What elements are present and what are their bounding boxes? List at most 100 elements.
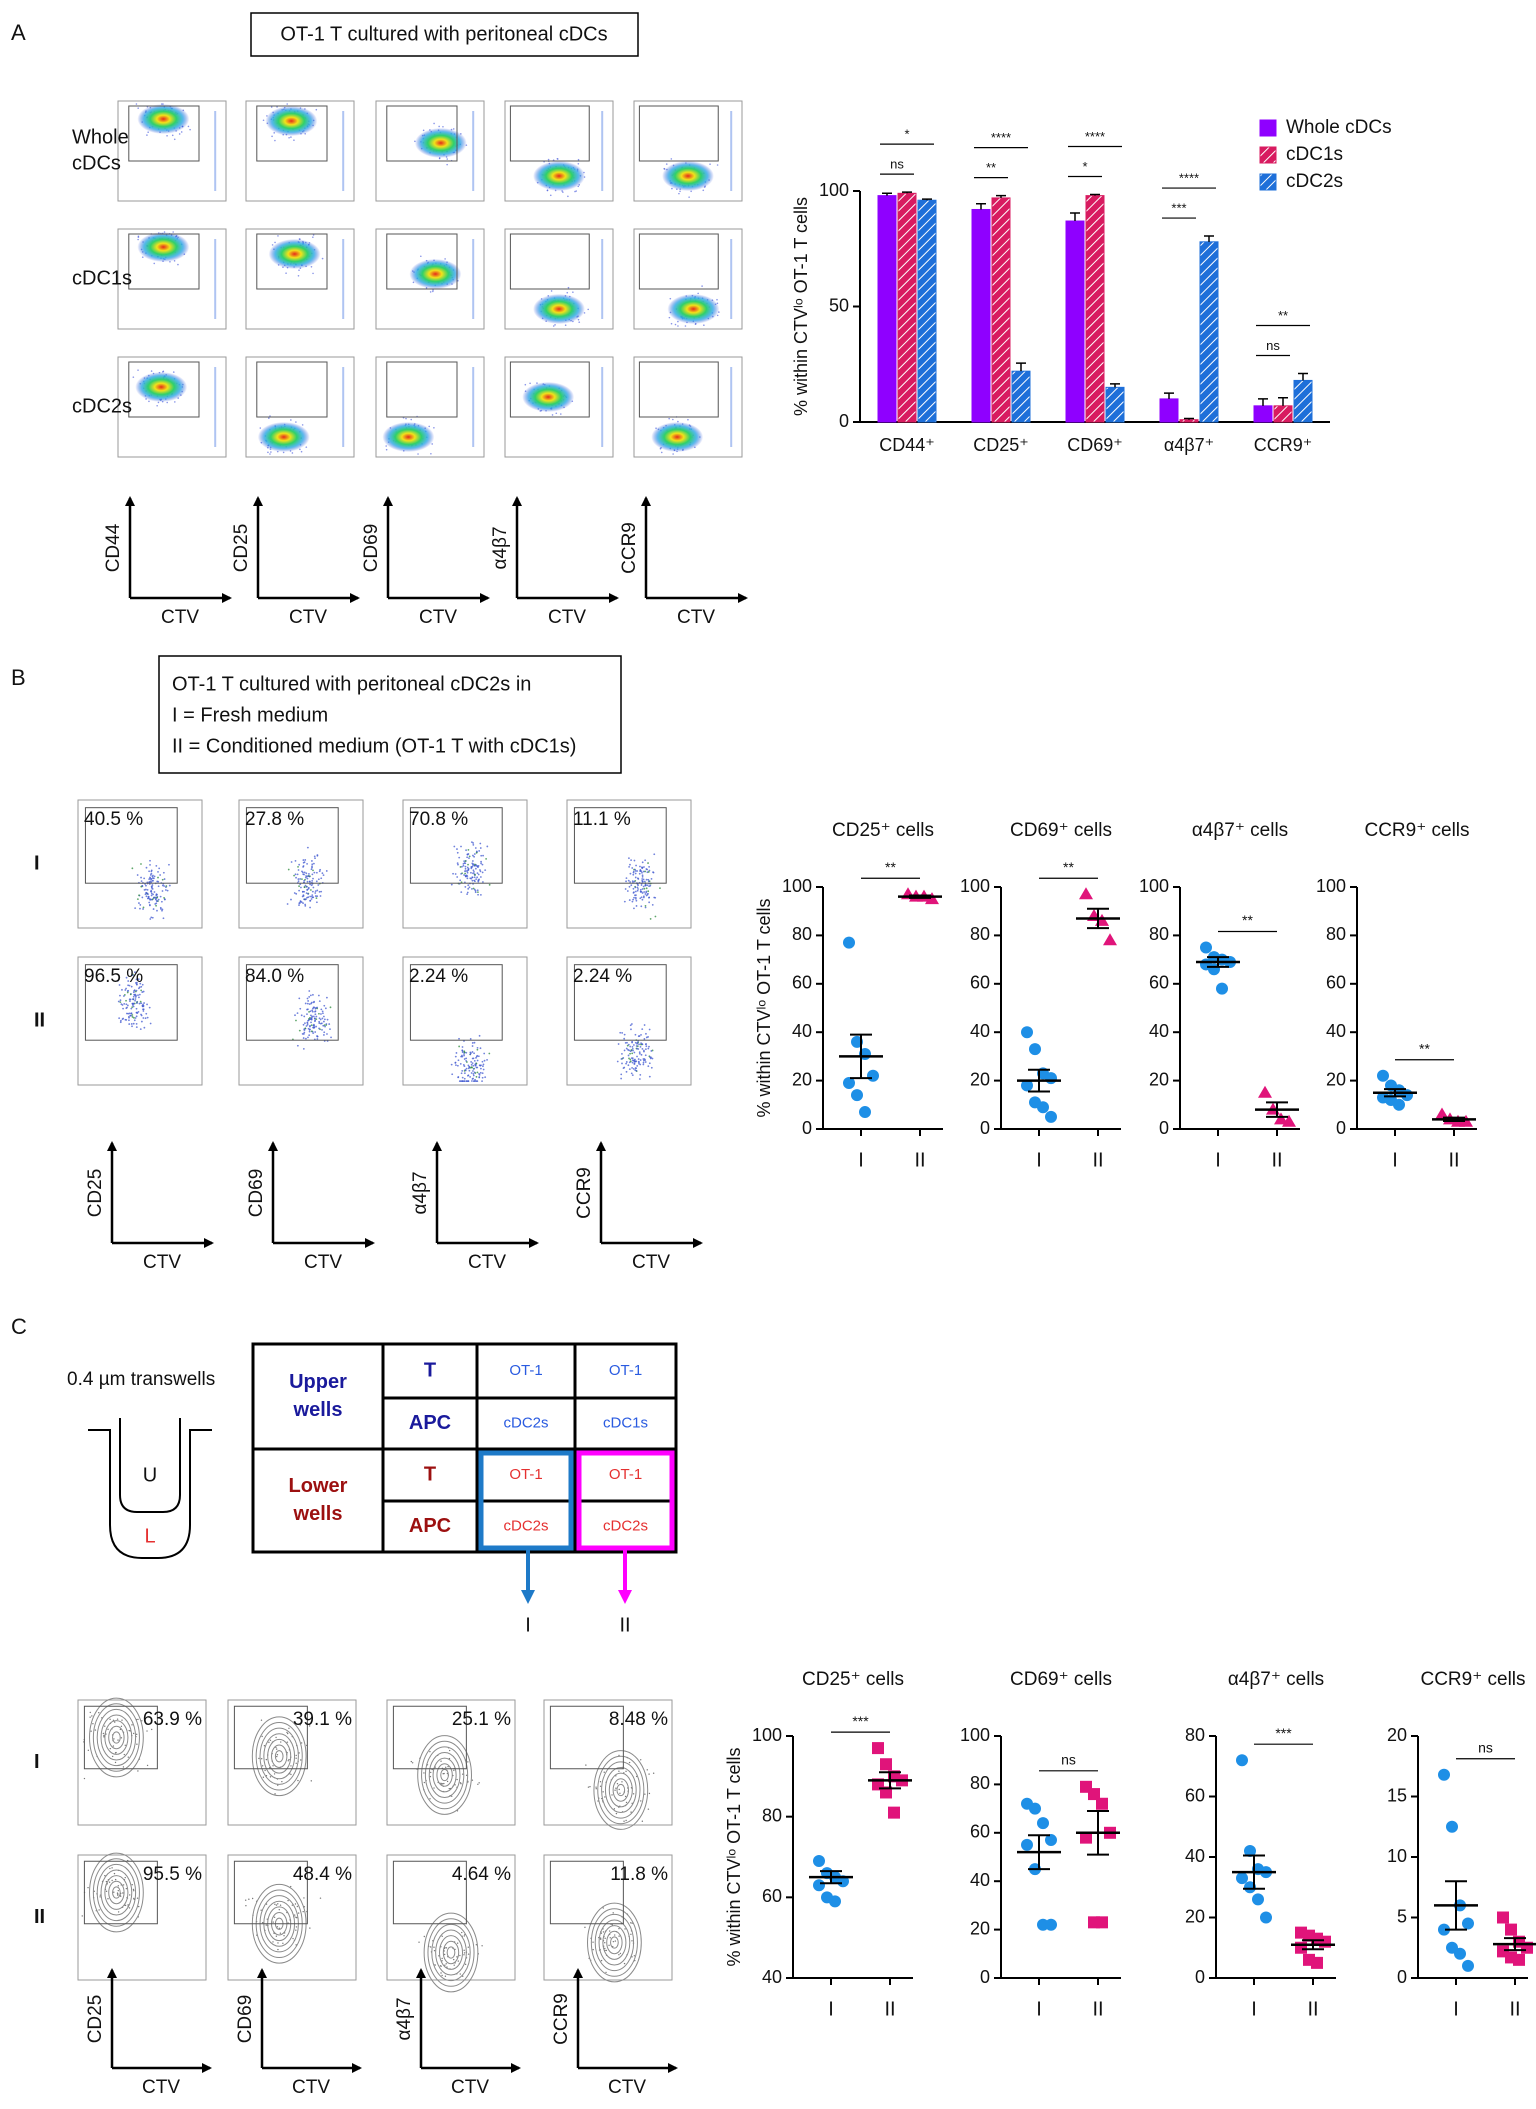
- density-blob: [257, 422, 310, 452]
- event-dot: [263, 1745, 266, 1747]
- event-dot: [633, 907, 635, 910]
- event-dot: [476, 1048, 479, 1051]
- contour: [263, 1733, 296, 1780]
- event-dot: [298, 269, 300, 271]
- axis-label: CTV: [142, 2077, 180, 2098]
- event-dot: [122, 995, 125, 997]
- contour: [590, 1908, 638, 1977]
- contour: [421, 1740, 469, 1810]
- event-dot: [149, 859, 151, 862]
- event-dot: [145, 884, 147, 887]
- event-dot: [326, 1018, 329, 1021]
- event-dot: [462, 864, 465, 867]
- y-tick-label: 40: [792, 1021, 812, 1041]
- gate-percent: 40.5 %: [84, 809, 143, 830]
- event-dot: [665, 163, 668, 165]
- event-dot: [463, 1080, 465, 1083]
- event-dot: [146, 134, 148, 136]
- event-dot: [625, 1061, 628, 1063]
- event-dot: [385, 448, 388, 451]
- event-dot: [105, 1880, 108, 1883]
- bar: [971, 208, 991, 423]
- event-dot: [467, 1080, 470, 1083]
- contour: [601, 1761, 641, 1819]
- event-dot: [149, 898, 152, 901]
- event-dot: [429, 1750, 431, 1753]
- arrow-label: II: [619, 1614, 630, 1636]
- sem-bar: [1087, 907, 1109, 930]
- plot-frame: [386, 1699, 516, 1826]
- event-dot: [592, 1948, 594, 1951]
- bar: [1273, 405, 1293, 423]
- event-dot: [312, 896, 315, 899]
- event-dot: [136, 1011, 138, 1014]
- plot-frame: [117, 356, 227, 458]
- y-tick-label: 10: [1387, 1846, 1407, 1866]
- event-dot: [621, 1052, 623, 1055]
- event-dot: [248, 1898, 250, 1900]
- event-dot: [410, 418, 413, 421]
- event-dot: [648, 866, 651, 868]
- event-dot: [321, 1010, 324, 1013]
- event-dot: [479, 893, 482, 896]
- event-dot: [189, 128, 191, 131]
- event-dot: [473, 853, 476, 855]
- contour: [92, 1703, 140, 1772]
- event-dot: [562, 191, 564, 193]
- density-blob: [662, 161, 714, 191]
- data-point: [925, 892, 939, 905]
- event-dot: [309, 1927, 311, 1929]
- event-dot: [114, 1761, 117, 1764]
- axis-label: α4β7: [410, 1171, 431, 1214]
- event-dot: [478, 1782, 480, 1784]
- event-dot: [474, 863, 476, 866]
- row-head: T: [424, 1463, 436, 1485]
- y-tick-label: 20: [970, 1918, 990, 1938]
- event-dot: [296, 873, 299, 876]
- event-dot: [433, 1787, 435, 1789]
- event-dot: [644, 906, 647, 909]
- event-dot: [461, 865, 463, 868]
- event-dot: [628, 865, 631, 868]
- y-tick-label: 60: [970, 1822, 990, 1842]
- event-dot: [265, 1924, 267, 1926]
- event-dot: [137, 994, 139, 997]
- event-dot: [462, 862, 465, 865]
- event-dot: [310, 1024, 313, 1027]
- y-tick-label: 15: [1387, 1785, 1407, 1805]
- event-dot: [621, 1062, 623, 1065]
- event-dot: [433, 122, 435, 125]
- y-tick-label: 80: [792, 924, 812, 944]
- event-dot: [317, 994, 320, 997]
- event-dot: [646, 893, 649, 896]
- event-dot: [301, 878, 303, 880]
- density-blob: [268, 239, 321, 269]
- event-dot: [156, 404, 158, 407]
- event-dot: [572, 291, 574, 293]
- density-blob: [382, 422, 435, 452]
- event-dot: [630, 1072, 633, 1075]
- gate: [573, 964, 667, 1041]
- event-dot: [275, 1904, 278, 1906]
- event-dot: [474, 867, 477, 870]
- event-dot: [456, 862, 459, 865]
- event-dot: [136, 1897, 139, 1899]
- event-dot: [625, 1047, 628, 1050]
- row-label: I: [34, 1751, 40, 1773]
- plot-frame: [566, 799, 692, 929]
- event-dot: [306, 846, 309, 849]
- event-dot: [308, 1030, 311, 1033]
- y-tick-label: 40: [1185, 1846, 1205, 1866]
- event-dot: [127, 1012, 130, 1015]
- event-dot: [119, 1019, 122, 1022]
- event-dot: [314, 857, 316, 860]
- event-dot: [647, 862, 649, 864]
- sig-label: ns: [1061, 1752, 1076, 1768]
- x-tick-label: II: [1271, 1149, 1282, 1171]
- event-dot: [467, 1064, 470, 1067]
- event-dot: [440, 1760, 442, 1762]
- event-dot: [464, 865, 467, 868]
- data-point: [888, 1806, 900, 1819]
- axis-label: CTV: [468, 1252, 506, 1273]
- event-dot: [631, 1057, 634, 1060]
